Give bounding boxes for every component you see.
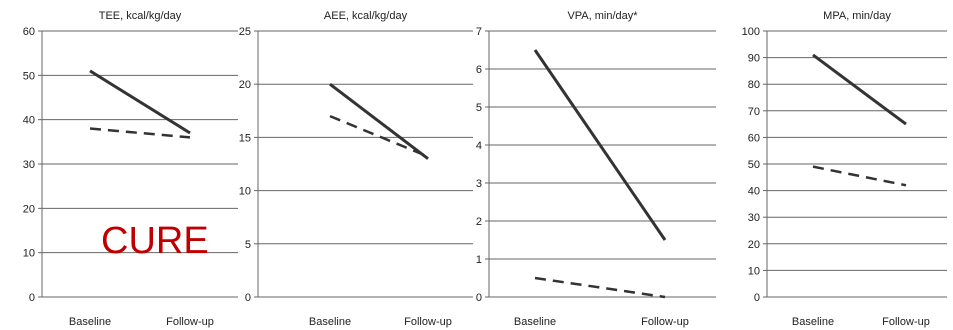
series-line-solid <box>89 69 191 135</box>
chart-panel-3: VPA, min/day* 0 1 2 3 4 5 6 7 Baseline Follow-up <box>476 10 716 328</box>
y-tick-label: 60 <box>23 26 35 38</box>
y-tick-label: 90 <box>748 53 760 65</box>
chart-panel-1: TEE, kcal/kg/day 0 10 20 30 40 50 60 Baseline Fol… <box>23 10 238 328</box>
y-tick-label: 100 <box>742 26 760 38</box>
cure-overlay-label: CURE <box>101 220 209 262</box>
x-tick-label: Follow-up <box>882 316 930 328</box>
y-tick-label: 2 <box>476 216 482 228</box>
y-tick-label: 1 <box>476 254 482 266</box>
x-tick-label: Baseline <box>514 316 556 328</box>
y-tick-label: 5 <box>476 102 482 114</box>
y-tick-label: 5 <box>245 239 251 251</box>
x-tick-label: Baseline <box>69 316 111 328</box>
y-tick-label: 4 <box>476 140 482 152</box>
y-tick-label: 60 <box>748 132 760 144</box>
chart-title: AEE, kcal/kg/day <box>324 10 408 22</box>
series-line-solid <box>329 83 429 160</box>
y-tick-label: 25 <box>239 26 251 38</box>
x-tick-label: Follow-up <box>166 316 214 328</box>
series-line-dashed <box>812 165 907 187</box>
y-tick-label: 6 <box>476 64 482 76</box>
y-tick-label: 80 <box>748 79 760 91</box>
y-tick-label: 0 <box>29 292 35 304</box>
chart-panel-4: MPA, min/day 0 10 20 30 40 50 60 70 80 90 100 Baseli… <box>742 10 947 328</box>
y-tick-label: 50 <box>23 70 35 82</box>
x-tick-label: Follow-up <box>404 316 452 328</box>
y-tick-label: 0 <box>754 292 760 304</box>
y-tick-label: 70 <box>748 106 760 118</box>
series-line-dashed <box>89 127 191 139</box>
series-line-solid <box>812 53 907 126</box>
y-tick-label: 40 <box>748 186 760 198</box>
chart-panel-2: AEE, kcal/kg/day 0 5 10 15 20 25 Baseline Follow… <box>239 10 473 328</box>
y-tick-label: 20 <box>23 203 35 215</box>
y-tick-label: 20 <box>239 79 251 91</box>
y-tick-label: 3 <box>476 178 482 190</box>
y-tick-label: 7 <box>476 26 482 38</box>
y-tick-label: 20 <box>748 239 760 251</box>
y-tick-label: 50 <box>748 159 760 171</box>
y-tick-label: 15 <box>239 132 251 144</box>
y-tick-label: 10 <box>23 248 35 260</box>
y-tick-label: 30 <box>23 159 35 171</box>
y-tick-label: 30 <box>748 212 760 224</box>
x-tick-label: Follow-up <box>641 316 689 328</box>
x-tick-label: Baseline <box>309 316 351 328</box>
y-tick-label: 0 <box>245 292 251 304</box>
x-tick-label: Baseline <box>792 316 834 328</box>
y-tick-label: 10 <box>748 265 760 277</box>
y-tick-label: 40 <box>23 115 35 127</box>
y-tick-label: 0 <box>476 292 482 304</box>
chart-title: VPA, min/day* <box>567 10 638 22</box>
chart-title: MPA, min/day <box>823 10 891 22</box>
y-tick-label: 10 <box>239 186 251 198</box>
chart-title: TEE, kcal/kg/day <box>99 10 182 22</box>
series-line-solid <box>533 49 667 241</box>
series-line-dashed <box>534 276 666 299</box>
